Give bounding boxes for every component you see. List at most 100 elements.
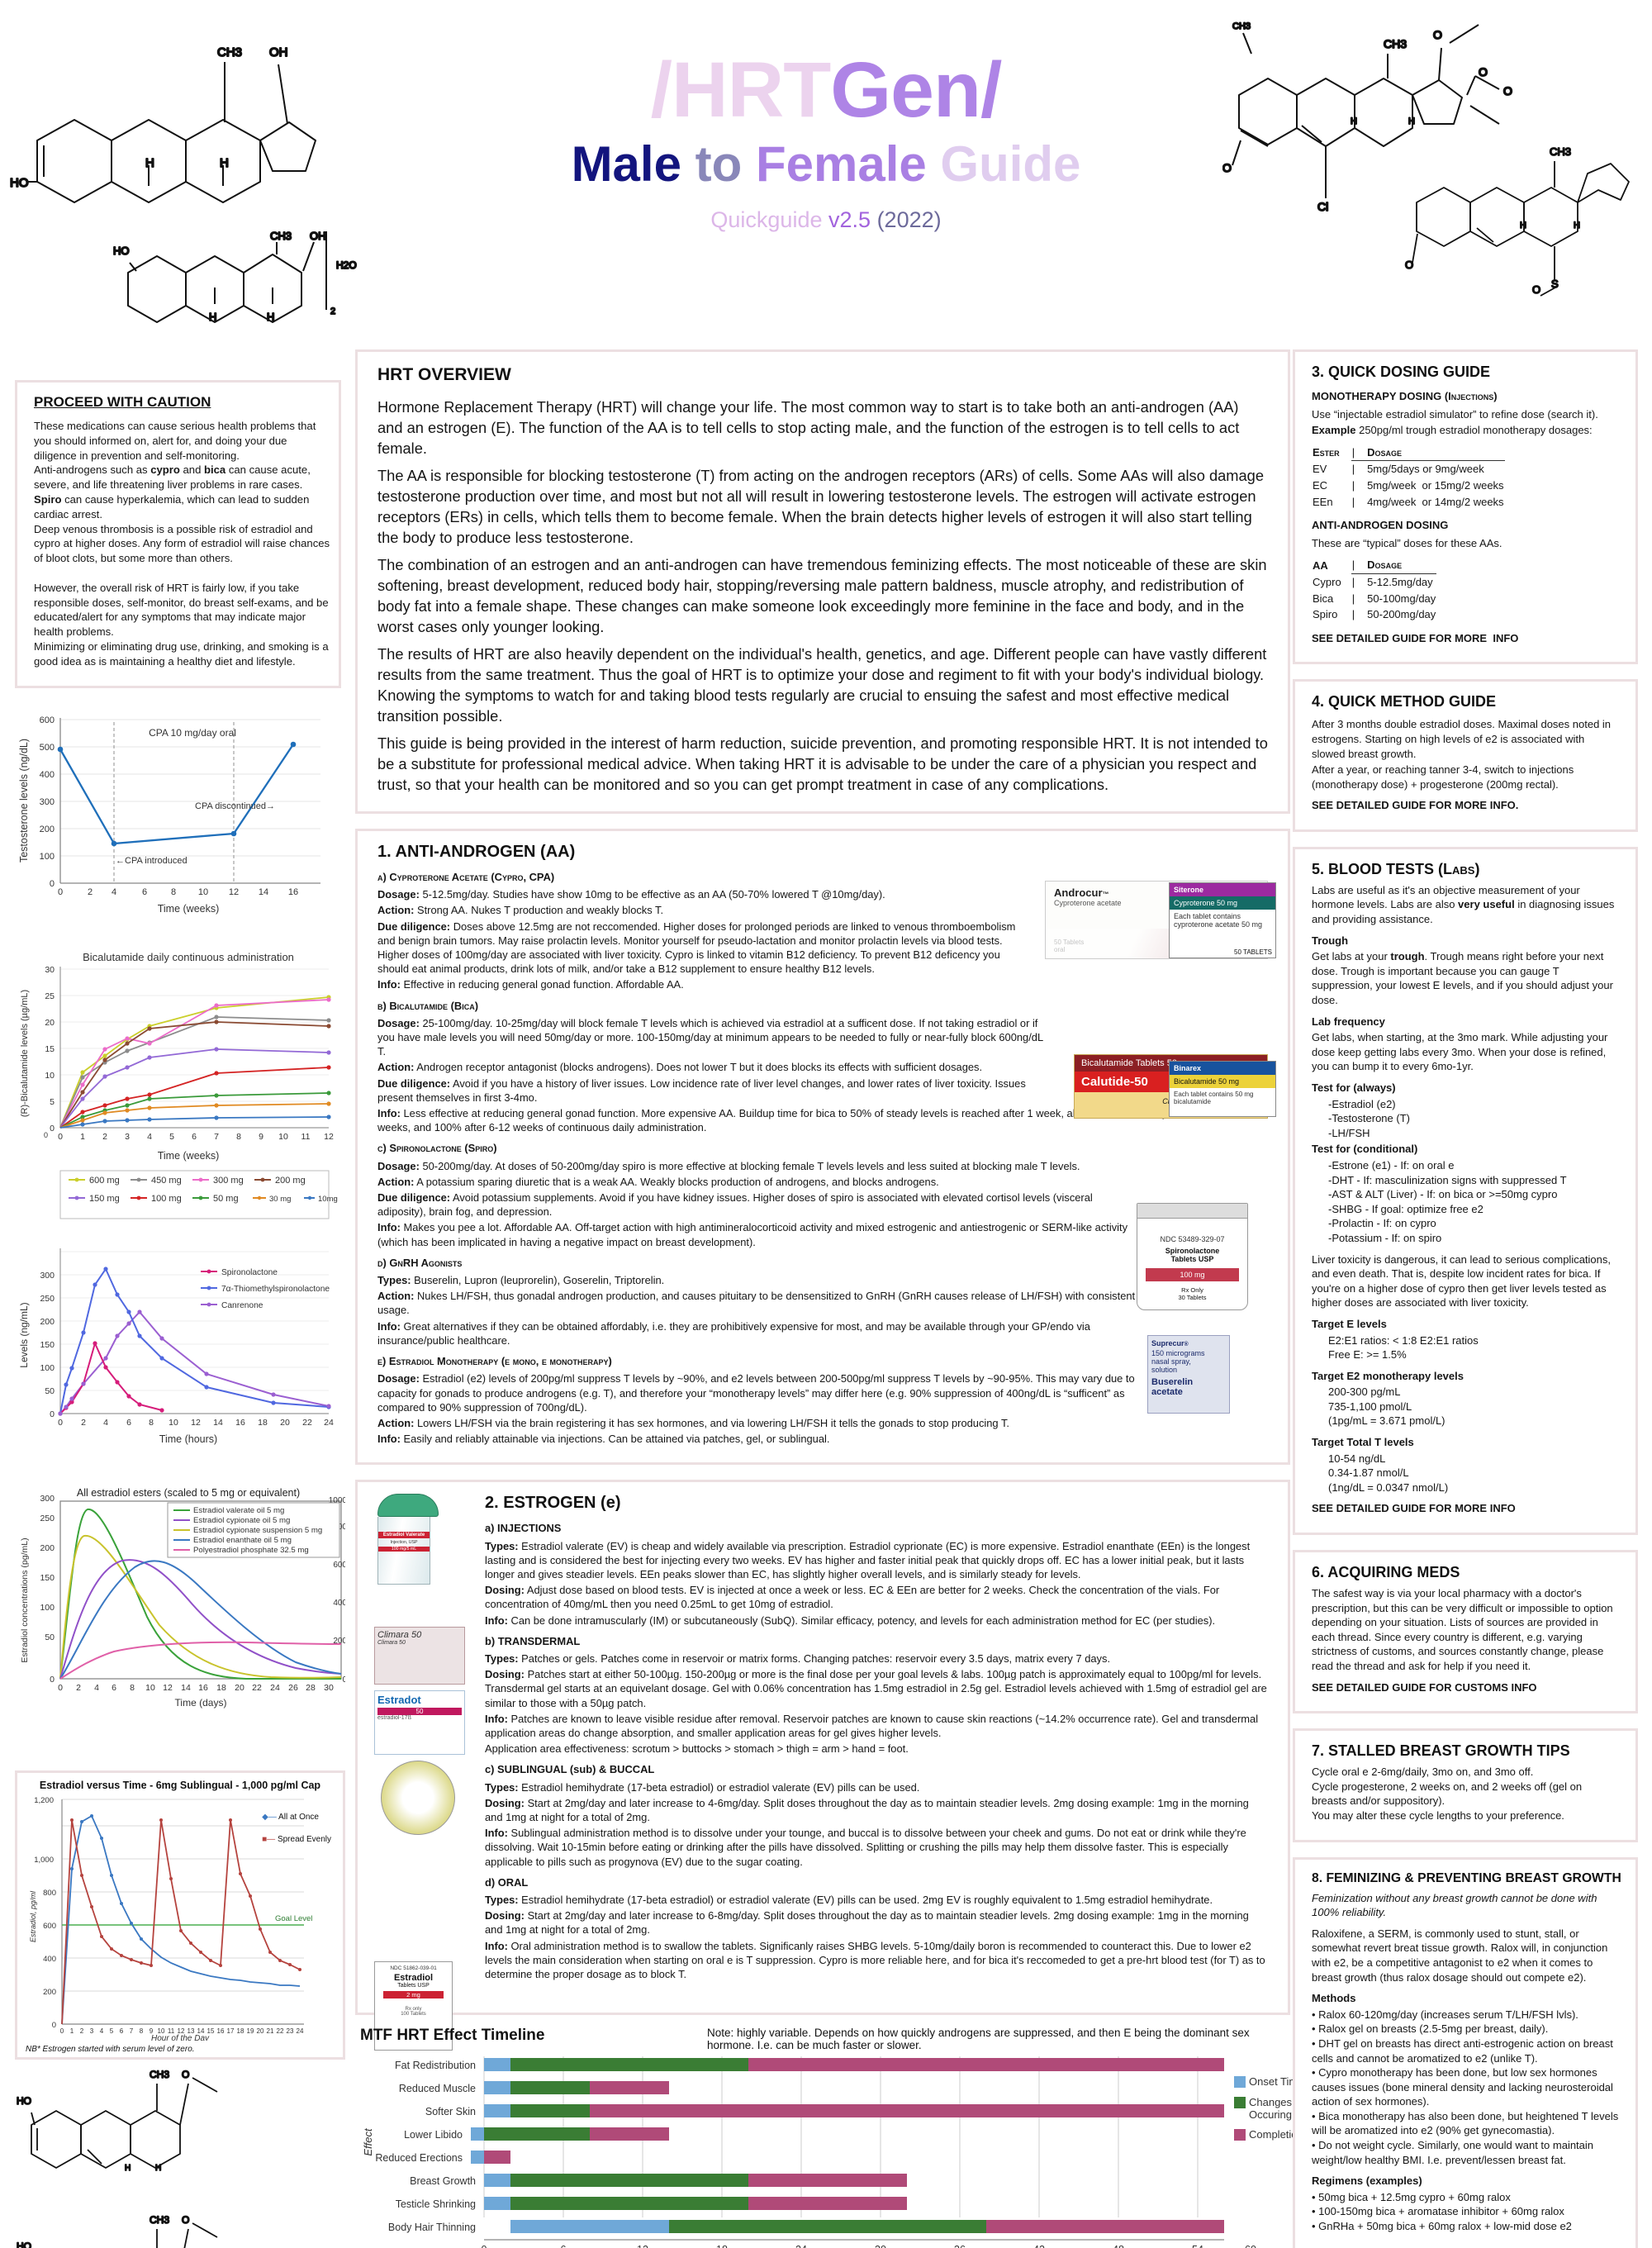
svg-text:10: 10 (45, 1071, 55, 1081)
svg-text:H: H (1520, 221, 1526, 231)
svg-text:30: 30 (875, 2244, 886, 2248)
svg-text:0: 0 (58, 1132, 63, 1142)
svg-text:H: H (220, 156, 229, 170)
svg-text:600: 600 (40, 715, 55, 725)
svg-text:Estradiol cypionate oil 5 mg: Estradiol cypionate oil 5 mg (193, 1516, 290, 1525)
svg-text:10: 10 (169, 1418, 178, 1428)
svg-text:28: 28 (306, 1683, 316, 1693)
svg-text:All estradiol esters (scaled t: All estradiol esters (scaled to 5 mg or … (77, 1487, 300, 1499)
svg-text:30: 30 (45, 965, 55, 975)
svg-text:0: 0 (58, 887, 63, 897)
svg-text:300: 300 (40, 1271, 55, 1281)
svg-text:100 mg: 100 mg (151, 1194, 182, 1204)
svg-text:150: 150 (40, 1573, 55, 1583)
svg-text:250: 250 (40, 1294, 55, 1304)
svg-text:3: 3 (125, 1132, 130, 1142)
svg-text:1,200: 1,200 (34, 1796, 54, 1805)
svg-text:Goal Level: Goal Level (275, 1914, 312, 1923)
svg-text:20: 20 (45, 1018, 55, 1028)
svg-text:16: 16 (288, 887, 298, 897)
svg-text:200: 200 (40, 825, 55, 834)
svg-text:Estradiol concentrations (pg/m: Estradiol concentrations (pg/mL) (20, 1537, 30, 1662)
svg-text:Body Hair Thinning: Body Hair Thinning (388, 2222, 476, 2233)
svg-text:4: 4 (94, 1683, 99, 1693)
svg-text:200: 200 (333, 1637, 345, 1646)
svg-text:H: H (145, 156, 154, 170)
svg-text:CH3: CH3 (1384, 37, 1407, 50)
svg-text:8: 8 (130, 1683, 135, 1693)
svg-text:400: 400 (40, 770, 55, 780)
svg-text:4: 4 (103, 1418, 108, 1428)
svg-text:60: 60 (1245, 2244, 1256, 2248)
svg-text:O: O (182, 2069, 189, 2080)
svg-text:600: 600 (333, 1561, 345, 1570)
svg-text:6: 6 (192, 1132, 197, 1142)
svg-text:0: 0 (50, 1124, 55, 1134)
svg-text:21: 21 (267, 2027, 274, 2035)
svg-text:400: 400 (43, 1955, 56, 1964)
svg-text:30: 30 (324, 1683, 334, 1693)
svg-text:1: 1 (80, 1132, 85, 1142)
svg-text:15: 15 (45, 1044, 55, 1054)
svg-text:Time (weeks): Time (weeks) (158, 903, 220, 915)
svg-text:12: 12 (191, 1418, 201, 1428)
svg-text:11: 11 (301, 1132, 311, 1142)
svg-text:Occuring: Occuring (1249, 2108, 1292, 2121)
svg-text:48: 48 (1113, 2244, 1124, 2248)
svg-text:0: 0 (342, 1675, 345, 1685)
svg-text:20: 20 (280, 1418, 290, 1428)
svg-text:0: 0 (50, 879, 55, 889)
svg-text:O: O (182, 2214, 189, 2226)
svg-text:300: 300 (40, 1494, 55, 1504)
svg-text:1,000: 1,000 (34, 1856, 54, 1865)
svg-text:400: 400 (333, 1599, 345, 1608)
svg-text:36: 36 (954, 2244, 966, 2248)
svg-text:Levels (ng/mL): Levels (ng/mL) (18, 1302, 30, 1367)
svg-text:5: 5 (169, 1132, 174, 1142)
svg-text:Time (weeks): Time (weeks) (158, 1150, 220, 1162)
svg-text:O: O (1222, 161, 1232, 174)
svg-text:100: 100 (40, 1363, 55, 1373)
svg-text:H2O: H2O (336, 259, 357, 271)
svg-text:CH3: CH3 (270, 230, 292, 242)
svg-text:CH3: CH3 (150, 2214, 169, 2226)
svg-text:H: H (1351, 116, 1357, 126)
svg-text:18: 18 (216, 1683, 226, 1693)
svg-text:CH3: CH3 (1232, 21, 1251, 31)
svg-text:200: 200 (40, 1317, 55, 1327)
svg-text:0: 0 (50, 1675, 55, 1685)
svg-text:12: 12 (637, 2244, 648, 2248)
svg-text:450 mg: 450 mg (151, 1176, 182, 1186)
svg-text:200: 200 (40, 1543, 55, 1553)
svg-text:Hour of the Day: Hour of the Day (151, 2034, 210, 2041)
svg-text:Onset Time: Onset Time (1249, 2075, 1295, 2088)
svg-text:10mg: 10mg (318, 1195, 338, 1204)
svg-text:250: 250 (40, 1514, 55, 1523)
svg-text:Time (hours): Time (hours) (159, 1433, 217, 1445)
svg-text:50: 50 (45, 1386, 55, 1396)
svg-text:Bicalutamide daily continuous: Bicalutamide daily continuous administra… (83, 951, 294, 963)
svg-text:CH3: CH3 (150, 2069, 169, 2080)
svg-text:10: 10 (198, 887, 208, 897)
svg-text:HO: HO (113, 245, 130, 257)
svg-text:7: 7 (130, 2027, 134, 2035)
svg-text:4: 4 (147, 1132, 152, 1142)
svg-text:8: 8 (149, 1418, 154, 1428)
svg-text:24: 24 (270, 1683, 280, 1693)
svg-text:Softer Skin: Softer Skin (425, 2106, 476, 2117)
svg-text:16: 16 (198, 1683, 208, 1693)
svg-text:H: H (125, 2164, 131, 2173)
svg-text:500: 500 (40, 743, 55, 753)
svg-text:0: 0 (482, 2244, 487, 2248)
svg-text:300 mg: 300 mg (213, 1176, 244, 1186)
svg-text:7α-Thiomethylspironolactone: 7α-Thiomethylspironolactone (221, 1285, 330, 1294)
svg-text:Canrenone: Canrenone (221, 1301, 263, 1310)
svg-text:Fat Redistribution: Fat Redistribution (395, 2060, 476, 2071)
svg-text:2: 2 (80, 2027, 84, 2035)
svg-text:20: 20 (257, 2027, 264, 2035)
svg-text:Breast Growth: Breast Growth (410, 2175, 476, 2187)
svg-text:OH: OH (269, 45, 288, 59)
svg-text:8: 8 (140, 2027, 144, 2035)
svg-text:24: 24 (795, 2244, 807, 2248)
svg-text:HO: HO (17, 2241, 31, 2248)
